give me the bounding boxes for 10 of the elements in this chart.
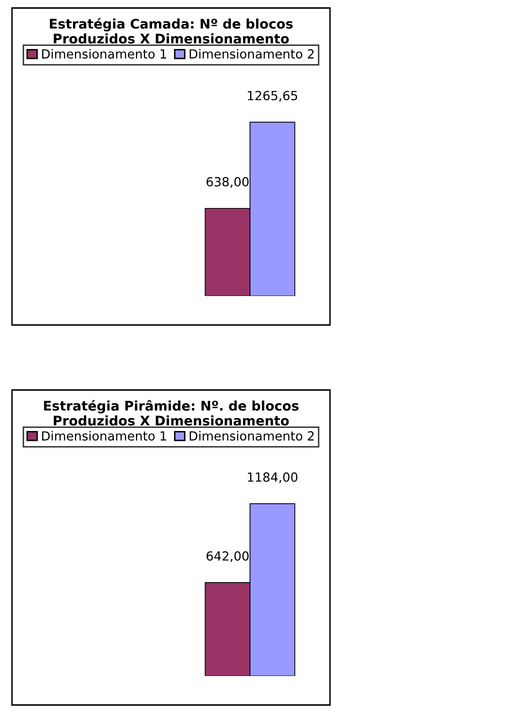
data-label: 638,00	[206, 177, 249, 188]
legend-label: Dimensionamento 1	[42, 48, 166, 59]
data-label: 642,00	[206, 551, 249, 562]
data-label: 1184,00	[248, 472, 298, 484]
legend-label: Dimensionamento 2	[190, 430, 314, 441]
data-label: 1265,65	[248, 90, 298, 102]
chart-title: Estratégia Pirâmide: Nº. de blocos Produzidos X Dimensionamento	[44, 400, 299, 426]
chart-title: Estratégia Camada: Nº de blocos Produzidos X Dimensionamento	[50, 18, 293, 44]
legend-label: Dimensionamento 1	[42, 430, 166, 441]
legend-label: Dimensionamento 2	[190, 48, 314, 59]
